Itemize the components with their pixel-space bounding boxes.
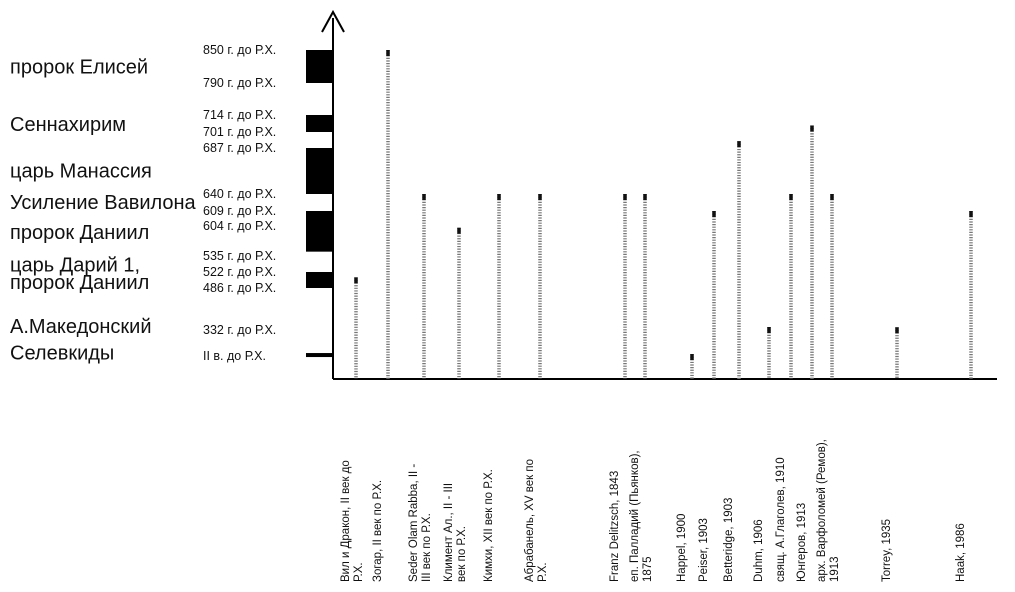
axes: [321, 9, 997, 380]
bars: [354, 50, 973, 379]
period-block: [306, 226, 332, 252]
event-label: А.Македонский: [10, 316, 152, 338]
event-label: пророк Елисей: [10, 57, 148, 79]
y-tick-label: 790 г. до Р.Х.: [203, 76, 276, 90]
category-label: Haak, 1986: [955, 523, 967, 582]
y-axis-arrow: [321, 9, 345, 33]
period-block: [306, 115, 332, 132]
y-tick-label: 609 г. до Р.Х.: [203, 204, 276, 218]
event-label: пророк Даниил: [10, 272, 149, 294]
category-label: арх. Варфоломей (Ремов), 1913: [816, 439, 841, 582]
y-tick-label: 687 г. до Р.Х.: [203, 141, 276, 155]
category-label-line: Зогар, II век по Р.Х.: [372, 480, 384, 582]
event-label: пророк Даниил: [10, 222, 149, 244]
category-label-line: Torrey, 1935: [881, 519, 893, 582]
event-labels: пророк Елисей Сеннахирим царь Манассия Усил…: [10, 57, 197, 365]
event-label: царь Дарий 1,: [10, 255, 140, 277]
category-label-line: 1875: [642, 556, 654, 582]
period-block: [306, 148, 332, 194]
y-tick-label: II в. до Р.Х.: [203, 349, 266, 363]
category-label: Кимхи, XII век по Р.Х.: [483, 469, 495, 582]
category-label: Happel, 1900: [676, 514, 688, 582]
period-block: [306, 50, 332, 83]
y-tick-label: 701 г. до Р.Х.: [203, 125, 276, 139]
category-label: Duhm, 1906: [753, 519, 765, 582]
category-label-line: еп. Палладий (Пьянков),: [629, 450, 641, 582]
period-blocks: [306, 50, 332, 358]
event-label: Сеннахирим: [10, 114, 126, 136]
y-tick-label: 522 г. до Р.Х.: [203, 265, 276, 279]
category-label-line: свящ. А.Глаголев, 1910: [775, 457, 787, 582]
y-tick-label: 535 г. до Р.Х.: [203, 249, 276, 263]
category-label-line: Вил и Дракон, II век до: [340, 460, 352, 582]
category-labels: Вил и Дракон, II век до Р.Х. Зогар, II век…: [340, 439, 967, 582]
period-block: [306, 353, 332, 358]
y-tick-label: 714 г. до Р.Х.: [203, 108, 276, 122]
category-label: Вил и Дракон, II век до Р.Х.: [340, 460, 365, 582]
y-tick-label: 486 г. до Р.Х.: [203, 281, 276, 295]
category-label-line: 1913: [829, 556, 841, 582]
y-tick-label: 640 г. до Р.Х.: [203, 187, 276, 201]
event-label: Селевкиды: [10, 342, 114, 364]
category-label-line: Franz Delitzsch, 1843: [609, 471, 621, 582]
period-block: [306, 272, 332, 288]
category-label-line: Р.Х.: [537, 562, 549, 582]
category-label-line: Betteridge, 1903: [723, 498, 735, 582]
category-label-line: Duhm, 1906: [753, 519, 765, 582]
y-tick-label: 850 г. до Р.Х.: [203, 43, 276, 57]
category-label: Torrey, 1935: [881, 519, 893, 582]
category-label-line: Seder Olam Rabba, II -: [408, 464, 420, 582]
category-label-line: Юнгеров, 1913: [796, 503, 808, 582]
category-label: Абрабанель, XV век по Р.Х.: [524, 459, 549, 582]
category-label: Зогар, II век по Р.Х.: [372, 480, 384, 582]
category-label-line: Peiser, 1903: [698, 518, 710, 582]
category-label-line: Климент Ал., II - III: [443, 483, 455, 582]
category-label: Franz Delitzsch, 1843: [609, 471, 621, 582]
category-label: Seder Olam Rabba, II - III век по Р.Х.: [408, 464, 433, 582]
y-tick-labels: 850 г. до Р.Х. 790 г. до Р.Х. 714 г. до Р.…: [203, 43, 276, 363]
category-label: Betteridge, 1903: [723, 498, 735, 582]
category-label-line: век по Р.Х.: [456, 526, 468, 582]
category-label-line: Haak, 1986: [955, 523, 967, 582]
category-label-line: Кимхи, XII век по Р.Х.: [483, 469, 495, 582]
category-label: Юнгеров, 1913: [796, 503, 808, 582]
category-label: Peiser, 1903: [698, 518, 710, 582]
event-label: Усиление Вавилона: [10, 192, 197, 214]
category-label-line: Happel, 1900: [676, 514, 688, 582]
category-label: Климент Ал., II - III век по Р.Х.: [443, 483, 468, 582]
event-label: царь Манассия: [10, 161, 152, 183]
y-tick-label: 604 г. до Р.Х.: [203, 219, 276, 233]
category-label-line: III век по Р.Х.: [421, 513, 433, 582]
category-label: еп. Палладий (Пьянков), 1875: [629, 450, 654, 582]
period-block: [306, 211, 332, 226]
category-label-line: Абрабанель, XV век по: [524, 459, 536, 582]
category-label-line: Р.Х.: [353, 562, 365, 582]
category-label-line: арх. Варфоломей (Ремов),: [816, 439, 828, 582]
category-label: свящ. А.Глаголев, 1910: [775, 457, 787, 582]
y-tick-label: 332 г. до Р.Х.: [203, 323, 276, 337]
